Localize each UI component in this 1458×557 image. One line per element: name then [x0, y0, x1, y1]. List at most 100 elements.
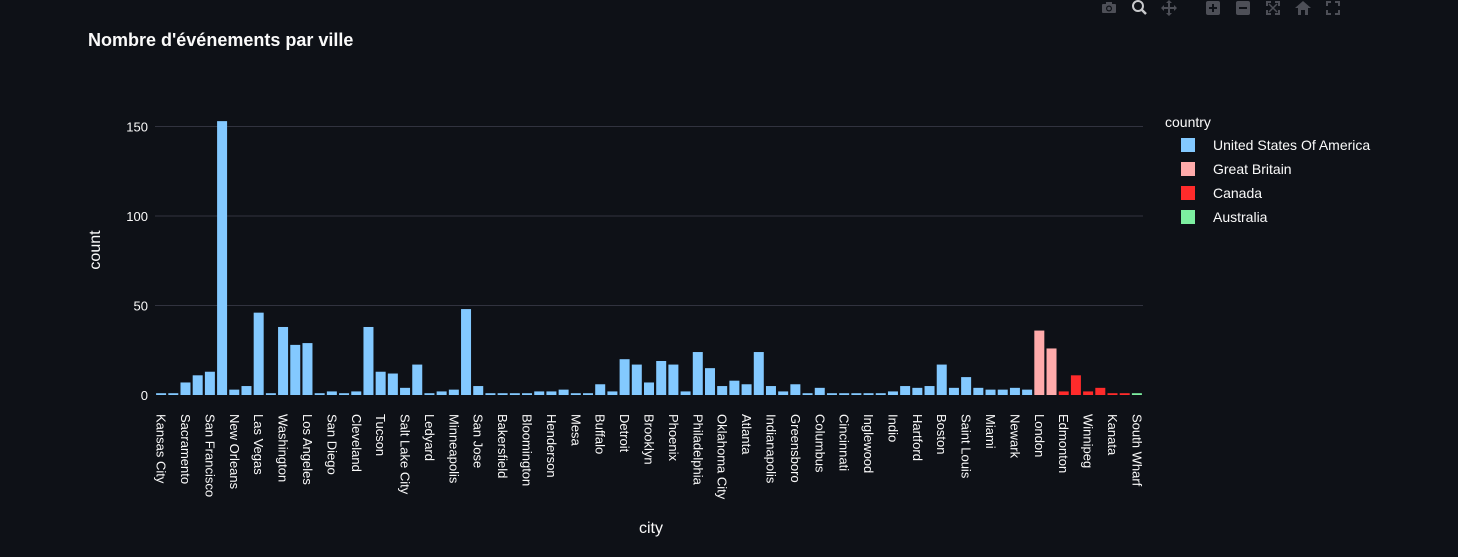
- bar[interactable]: [241, 386, 252, 395]
- bar[interactable]: [351, 391, 362, 395]
- bar[interactable]: [461, 309, 472, 395]
- bar[interactable]: [1131, 393, 1142, 395]
- chart-title: Nombre d'événements par ville: [88, 30, 353, 50]
- zoom-in-icon[interactable]: [1204, 0, 1222, 16]
- bar[interactable]: [265, 393, 276, 395]
- bar[interactable]: [924, 386, 935, 395]
- bar[interactable]: [1070, 375, 1081, 395]
- bar[interactable]: [729, 380, 740, 395]
- legend-item[interactable]: United States Of America: [1181, 137, 1370, 153]
- bar[interactable]: [180, 382, 191, 395]
- bar[interactable]: [961, 377, 972, 395]
- bar[interactable]: [802, 393, 813, 395]
- bar[interactable]: [839, 393, 850, 395]
- bar[interactable]: [168, 393, 179, 395]
- bar[interactable]: [790, 384, 801, 395]
- bar[interactable]: [448, 389, 459, 395]
- bar[interactable]: [326, 391, 337, 395]
- bar[interactable]: [217, 121, 228, 395]
- bar[interactable]: [290, 344, 301, 395]
- legend-item[interactable]: Great Britain: [1181, 161, 1292, 177]
- bar[interactable]: [485, 393, 496, 395]
- bar[interactable]: [1009, 387, 1020, 395]
- bar[interactable]: [558, 389, 569, 395]
- x-axis-ticks: Kansas City Sacramento San Francisco New Or…: [154, 414, 1145, 500]
- bar[interactable]: [436, 391, 447, 395]
- bar[interactable]: [692, 352, 703, 395]
- bar[interactable]: [997, 389, 1008, 395]
- bar[interactable]: [1083, 391, 1094, 395]
- bar[interactable]: [570, 393, 581, 395]
- bar[interactable]: [1022, 389, 1033, 395]
- bar[interactable]: [424, 393, 435, 395]
- bar[interactable]: [851, 393, 862, 395]
- bar[interactable]: [583, 393, 594, 395]
- bar[interactable]: [1058, 391, 1069, 395]
- bar[interactable]: [156, 393, 167, 395]
- bar[interactable]: [400, 387, 411, 395]
- bar[interactable]: [936, 364, 947, 395]
- bar[interactable]: [497, 393, 508, 395]
- bar[interactable]: [253, 312, 264, 395]
- bar[interactable]: [973, 387, 984, 395]
- bar[interactable]: [765, 386, 776, 395]
- bar[interactable]: [1107, 393, 1118, 395]
- bar[interactable]: [339, 393, 350, 395]
- legend-item[interactable]: Australia: [1181, 209, 1268, 225]
- bar[interactable]: [912, 387, 923, 395]
- bar[interactable]: [704, 368, 715, 395]
- bar[interactable]: [473, 386, 484, 395]
- fullscreen-icon[interactable]: [1324, 0, 1342, 16]
- bar[interactable]: [875, 393, 886, 395]
- bar[interactable]: [1095, 387, 1106, 395]
- bar[interactable]: [887, 391, 898, 395]
- y-tick-label: 0: [141, 388, 148, 403]
- bar[interactable]: [741, 384, 752, 395]
- bar[interactable]: [522, 393, 533, 395]
- bar[interactable]: [412, 364, 423, 395]
- bar[interactable]: [900, 386, 911, 395]
- bar[interactable]: [631, 364, 642, 395]
- bar[interactable]: [826, 393, 837, 395]
- bar[interactable]: [375, 371, 386, 395]
- bar[interactable]: [753, 352, 764, 395]
- legend-swatch: [1181, 186, 1195, 200]
- bar[interactable]: [619, 359, 630, 395]
- bar[interactable]: [778, 391, 789, 395]
- bar[interactable]: [1034, 330, 1045, 395]
- bar[interactable]: [863, 393, 874, 395]
- bar[interactable]: [814, 387, 825, 395]
- bar[interactable]: [985, 389, 996, 395]
- bar[interactable]: [192, 375, 203, 395]
- zoom-out-icon[interactable]: [1234, 0, 1252, 16]
- bar[interactable]: [509, 393, 520, 395]
- bar[interactable]: [546, 391, 557, 395]
- legend[interactable]: country United States Of America Great Br…: [1165, 114, 1370, 225]
- camera-icon[interactable]: [1100, 0, 1118, 16]
- bar[interactable]: [607, 391, 618, 395]
- bar[interactable]: [278, 326, 289, 395]
- bar[interactable]: [717, 386, 728, 395]
- autoscale-icon[interactable]: [1264, 0, 1282, 16]
- bar[interactable]: [1046, 348, 1057, 395]
- x-tick-label: South Wharf: [1129, 414, 1144, 487]
- bar[interactable]: [534, 391, 545, 395]
- bar[interactable]: [680, 391, 691, 395]
- reset-axes-icon[interactable]: [1294, 0, 1312, 16]
- bar[interactable]: [668, 364, 679, 395]
- bar[interactable]: [314, 393, 325, 395]
- bar[interactable]: [387, 373, 398, 395]
- bar[interactable]: [204, 371, 215, 395]
- bar[interactable]: [302, 343, 313, 395]
- bar[interactable]: [363, 326, 374, 395]
- pan-icon[interactable]: [1160, 0, 1178, 16]
- bar[interactable]: [595, 384, 606, 395]
- bar[interactable]: [1119, 393, 1130, 395]
- legend-item[interactable]: Canada: [1181, 185, 1262, 201]
- bar[interactable]: [948, 387, 959, 395]
- zoom-icon[interactable]: [1130, 0, 1148, 16]
- bar[interactable]: [656, 360, 667, 395]
- bar[interactable]: [644, 382, 654, 395]
- y-axis-ticks: 0 50 100 150: [126, 120, 148, 404]
- bar[interactable]: [229, 389, 240, 395]
